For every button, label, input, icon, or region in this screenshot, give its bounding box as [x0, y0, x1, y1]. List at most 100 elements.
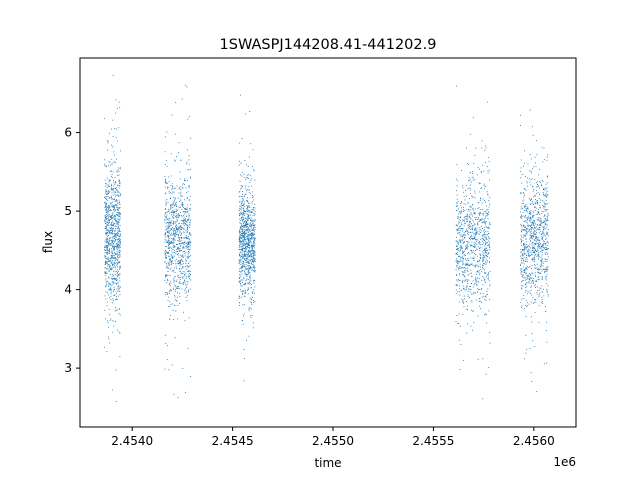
- data-point: [187, 245, 189, 247]
- data-point: [251, 292, 253, 294]
- data-point: [522, 244, 524, 246]
- data-point: [247, 240, 249, 242]
- data-point: [106, 166, 107, 168]
- data-point: [545, 217, 547, 219]
- data-point: [531, 235, 533, 237]
- data-point: [524, 257, 526, 259]
- data-point: [460, 258, 461, 260]
- data-point: [525, 260, 527, 262]
- data-point: [184, 241, 186, 243]
- data-point: [181, 255, 183, 257]
- data-point: [537, 290, 539, 292]
- data-point: [182, 186, 184, 188]
- data-point: [242, 293, 244, 295]
- data-point: [246, 222, 248, 224]
- data-point: [244, 295, 246, 297]
- data-point: [114, 237, 116, 239]
- data-point: [545, 277, 547, 279]
- data-point: [171, 255, 173, 257]
- data-point: [239, 226, 241, 228]
- data-point: [543, 229, 545, 231]
- data-point: [482, 264, 484, 266]
- data-point: [104, 118, 106, 120]
- data-point: [189, 288, 191, 290]
- data-point: [164, 234, 166, 236]
- data-point: [541, 249, 543, 251]
- data-point: [253, 241, 255, 243]
- data-point: [472, 264, 474, 266]
- data-point: [252, 248, 253, 250]
- data-point: [110, 203, 112, 205]
- data-point: [251, 224, 253, 226]
- data-point: [458, 262, 460, 264]
- data-point: [532, 185, 534, 187]
- data-point: [111, 263, 113, 265]
- data-point: [175, 224, 177, 226]
- data-point: [243, 259, 245, 261]
- data-point: [120, 234, 122, 236]
- data-point: [469, 273, 471, 275]
- data-point: [239, 238, 240, 239]
- data-point: [250, 280, 252, 282]
- data-point: [249, 251, 251, 253]
- data-point: [534, 247, 536, 249]
- data-point: [180, 283, 182, 285]
- data-point: [183, 243, 185, 245]
- data-point: [186, 149, 188, 151]
- data-point: [248, 209, 250, 211]
- data-point: [111, 177, 113, 178]
- data-point: [525, 305, 527, 306]
- data-point: [117, 247, 119, 248]
- data-point: [119, 215, 121, 217]
- data-point: [526, 258, 528, 260]
- data-point: [117, 295, 119, 297]
- data-point: [187, 281, 189, 283]
- data-point: [546, 226, 548, 228]
- data-point: [539, 223, 541, 225]
- data-point: [119, 273, 121, 275]
- data-point: [469, 237, 470, 239]
- data-point: [521, 217, 522, 219]
- data-point: [488, 246, 490, 248]
- data-point: [113, 266, 115, 268]
- data-point: [532, 241, 534, 243]
- data-point: [243, 233, 245, 235]
- data-point: [188, 249, 190, 251]
- data-point: [484, 239, 486, 241]
- data-point: [114, 201, 116, 203]
- data-point: [532, 221, 534, 223]
- data-point: [164, 261, 166, 263]
- data-point: [247, 293, 249, 295]
- data-point: [521, 305, 523, 307]
- data-point: [465, 247, 467, 249]
- data-point: [241, 175, 243, 177]
- data-point: [536, 246, 538, 248]
- data-point: [480, 239, 482, 241]
- data-point: [170, 241, 172, 243]
- data-point: [115, 278, 117, 280]
- data-point: [533, 282, 535, 284]
- data-point: [526, 208, 528, 210]
- data-point: [480, 219, 482, 220]
- data-point: [466, 220, 468, 222]
- data-point: [114, 247, 115, 249]
- data-point: [175, 285, 176, 287]
- data-point: [486, 256, 488, 258]
- data-point: [473, 253, 475, 254]
- data-point: [248, 279, 250, 281]
- data-point: [531, 265, 533, 267]
- data-point: [179, 254, 181, 256]
- data-point: [188, 251, 190, 253]
- data-point: [110, 196, 112, 198]
- data-point: [109, 283, 111, 285]
- data-point: [112, 237, 114, 239]
- data-point: [111, 218, 112, 220]
- data-point: [111, 389, 113, 391]
- data-point: [535, 254, 536, 256]
- data-point: [117, 207, 119, 209]
- data-point: [110, 232, 112, 234]
- data-point: [242, 213, 244, 215]
- data-point: [544, 260, 546, 262]
- data-point: [106, 192, 108, 194]
- data-point: [252, 255, 254, 257]
